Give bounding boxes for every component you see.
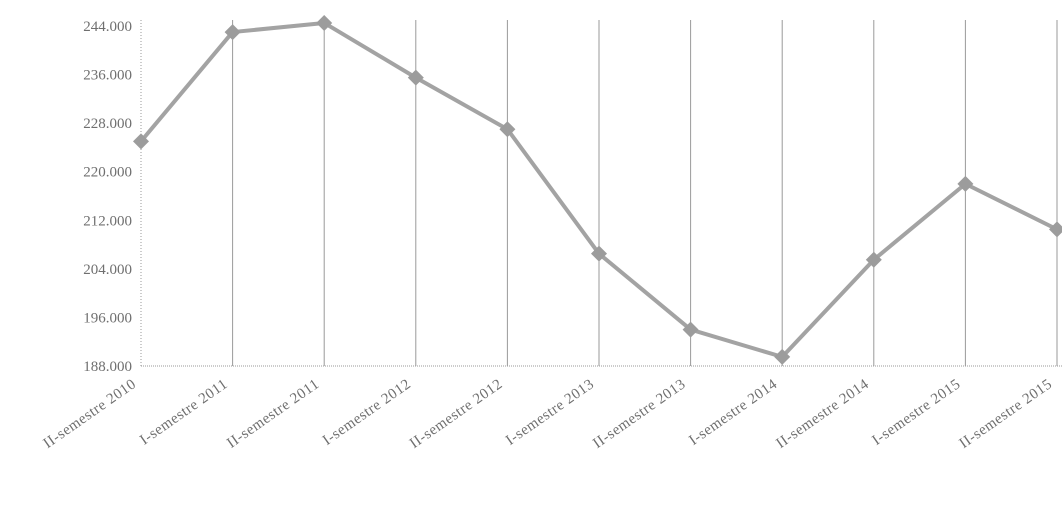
x-tick-label: II-semestre 2012 (407, 376, 506, 452)
data-point-marker (957, 175, 974, 192)
x-tick-label: II-semestre 2010 (41, 376, 140, 452)
data-point-marker (1049, 221, 1062, 238)
x-tick-label: I-semestre 2012 (320, 376, 414, 449)
data-point-marker (316, 14, 333, 31)
x-tick-label: II-semestre 2011 (224, 376, 322, 451)
y-tick-label: 236.000 (83, 68, 132, 84)
data-point-marker (865, 251, 882, 268)
data-point-marker (499, 121, 516, 138)
x-tick-label: I-semestre 2014 (686, 376, 780, 449)
x-tick-label: II-semestre 2015 (957, 376, 1056, 452)
data-point-marker (407, 69, 424, 86)
y-tick-label: 196.000 (83, 310, 132, 326)
y-tick-label: 220.000 (83, 165, 132, 181)
series-markers (133, 14, 1062, 365)
data-point-marker (224, 24, 241, 41)
x-tick-label: II-semestre 2014 (773, 376, 872, 452)
data-point-marker (682, 321, 699, 338)
data-point-marker (133, 133, 149, 150)
x-tick-label: II-semestre 2013 (590, 376, 689, 452)
y-tick-label: 212.000 (83, 213, 132, 229)
data-point-marker (591, 245, 607, 262)
vertical-gridlines (232, 20, 1058, 366)
x-tick-label: I-semestre 2015 (870, 376, 964, 449)
axes (140, 20, 1062, 367)
x-tick-label: I-semestre 2013 (503, 376, 597, 449)
y-axis-tick-labels: 188.000 196.000 204.000 212.000 220.000 228.0… (83, 19, 132, 375)
y-tick-label: 188.000 (83, 359, 132, 375)
y-tick-label: 204.000 (83, 262, 132, 278)
x-tick-label: I-semestre 2011 (137, 376, 231, 448)
y-tick-label: 244.000 (83, 19, 132, 35)
data-point-marker (774, 348, 791, 365)
y-tick-label: 228.000 (83, 116, 132, 132)
